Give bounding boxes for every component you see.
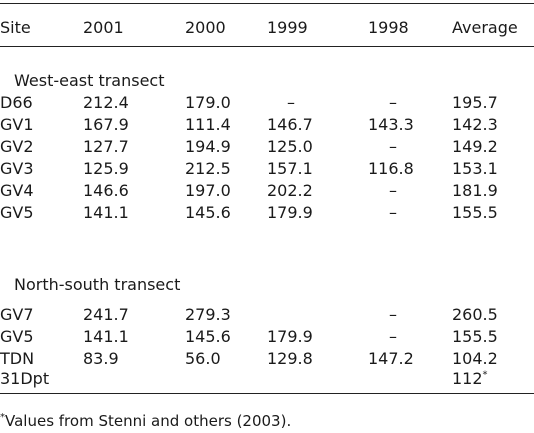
cell-average: 149.2 bbox=[452, 137, 498, 156]
cell-2000: 197.0 bbox=[185, 181, 231, 200]
cell-1999: 157.1 bbox=[267, 159, 313, 178]
header-2001: 2001 bbox=[83, 18, 124, 37]
cell-1999: 125.0 bbox=[267, 137, 313, 156]
cell-1998: – bbox=[389, 327, 397, 346]
cell-2000: 212.5 bbox=[185, 159, 231, 178]
average-value: 112 bbox=[452, 369, 483, 388]
cell-average: 260.5 bbox=[452, 305, 498, 324]
cell-site: D66 bbox=[0, 93, 33, 112]
footnote-text: Values from Stenni and others (2003). bbox=[5, 412, 292, 430]
table-footnote: *Values from Stenni and others (2003). bbox=[0, 411, 291, 431]
cell-1998: – bbox=[389, 93, 397, 112]
cell-1999: 146.7 bbox=[267, 115, 313, 134]
cell-site: 31Dpt bbox=[0, 369, 50, 388]
cell-2001: 146.6 bbox=[83, 181, 129, 200]
cell-1998: 147.2 bbox=[368, 349, 414, 368]
cell-2001: 127.7 bbox=[83, 137, 129, 156]
cell-average: 153.1 bbox=[452, 159, 498, 178]
cell-average: 104.2 bbox=[452, 349, 498, 368]
cell-2001: 212.4 bbox=[83, 93, 129, 112]
cell-average: 181.9 bbox=[452, 181, 498, 200]
cell-2000: 145.6 bbox=[185, 327, 231, 346]
cell-1999: – bbox=[287, 93, 295, 112]
cell-average: 155.5 bbox=[452, 203, 498, 222]
cell-site: GV1 bbox=[0, 115, 34, 134]
cell-1998: – bbox=[389, 137, 397, 156]
cell-2001: 83.9 bbox=[83, 349, 119, 368]
header-1998: 1998 bbox=[368, 18, 409, 37]
section-title-west-east: West-east transect bbox=[14, 71, 165, 90]
cell-2001: 141.1 bbox=[83, 203, 129, 222]
cell-site: GV2 bbox=[0, 137, 34, 156]
bottom-rule bbox=[0, 393, 534, 394]
header-average: Average bbox=[452, 18, 518, 37]
section-title-north-south: North-south transect bbox=[14, 275, 181, 294]
cell-site: TDN bbox=[0, 349, 35, 368]
footnote-marker: * bbox=[482, 369, 488, 381]
cell-2000: 194.9 bbox=[185, 137, 231, 156]
cell-1998: – bbox=[389, 203, 397, 222]
cell-2001: 125.9 bbox=[83, 159, 129, 178]
cell-2001: 167.9 bbox=[83, 115, 129, 134]
cell-2001: 241.7 bbox=[83, 305, 129, 324]
header-site: Site bbox=[0, 18, 31, 37]
cell-2000: 279.3 bbox=[185, 305, 231, 324]
cell-site: GV7 bbox=[0, 305, 34, 324]
cell-2000: 111.4 bbox=[185, 115, 231, 134]
header-rule bbox=[0, 46, 534, 47]
cell-site: GV5 bbox=[0, 203, 34, 222]
cell-2001: 141.1 bbox=[83, 327, 129, 346]
top-rule bbox=[0, 3, 534, 4]
header-1999: 1999 bbox=[267, 18, 308, 37]
cell-site: GV5 bbox=[0, 327, 34, 346]
cell-2000: 145.6 bbox=[185, 203, 231, 222]
cell-1998: – bbox=[389, 305, 397, 324]
header-2000: 2000 bbox=[185, 18, 226, 37]
footnote-symbol: * bbox=[0, 412, 5, 423]
cell-1999: 179.9 bbox=[267, 203, 313, 222]
cell-1998: 143.3 bbox=[368, 115, 414, 134]
cell-1998: – bbox=[389, 181, 397, 200]
cell-1998: 116.8 bbox=[368, 159, 414, 178]
cell-1999: 202.2 bbox=[267, 181, 313, 200]
cell-site: GV4 bbox=[0, 181, 34, 200]
cell-2000: 56.0 bbox=[185, 349, 221, 368]
cell-average: 155.5 bbox=[452, 327, 498, 346]
cell-average: 112* bbox=[452, 369, 488, 389]
cell-1999: 129.8 bbox=[267, 349, 313, 368]
cell-site: GV3 bbox=[0, 159, 34, 178]
cell-average: 142.3 bbox=[452, 115, 498, 134]
cell-average: 195.7 bbox=[452, 93, 498, 112]
cell-2000: 179.0 bbox=[185, 93, 231, 112]
cell-1999: 179.9 bbox=[267, 327, 313, 346]
